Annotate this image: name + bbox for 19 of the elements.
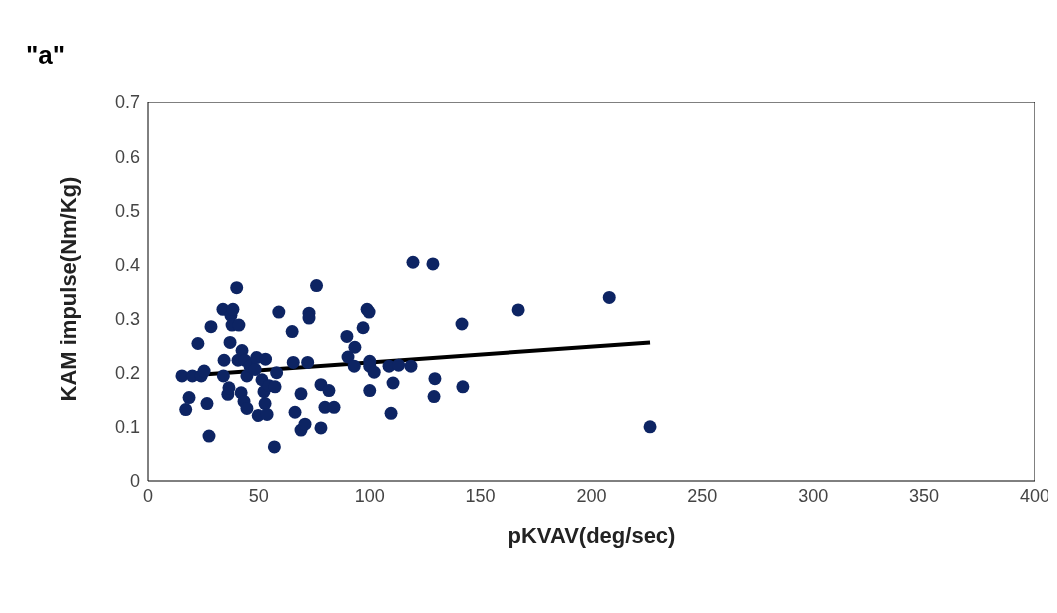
chart-title: "a" <box>26 40 66 71</box>
y-tick-label: 0.6 <box>114 146 140 167</box>
y-tick-label: 0.5 <box>114 200 140 221</box>
y-tick-label: 0.1 <box>114 417 140 438</box>
x-tick-label: 250 <box>687 485 718 506</box>
x-tick-label: 0 <box>142 485 154 506</box>
y-axis-title: KAM impulse(Nm/Kg) <box>55 176 81 402</box>
y-tick-label: 0.4 <box>114 254 140 275</box>
x-tick-label: 300 <box>798 485 829 506</box>
x-tick-label: 350 <box>909 485 940 506</box>
y-tick-label: 0.7 <box>114 92 140 113</box>
x-tick-label: 100 <box>354 485 385 506</box>
y-tick-label: 0.2 <box>114 363 140 384</box>
x-axis-title: pKVAV(deg/sec) <box>507 523 676 548</box>
x-tick-label: 150 <box>465 485 496 506</box>
x-tick-label: 200 <box>576 485 607 506</box>
x-tick-label: 50 <box>248 485 269 506</box>
y-tick-label: 0 <box>129 471 140 492</box>
y-tick-label: 0.3 <box>114 308 140 329</box>
